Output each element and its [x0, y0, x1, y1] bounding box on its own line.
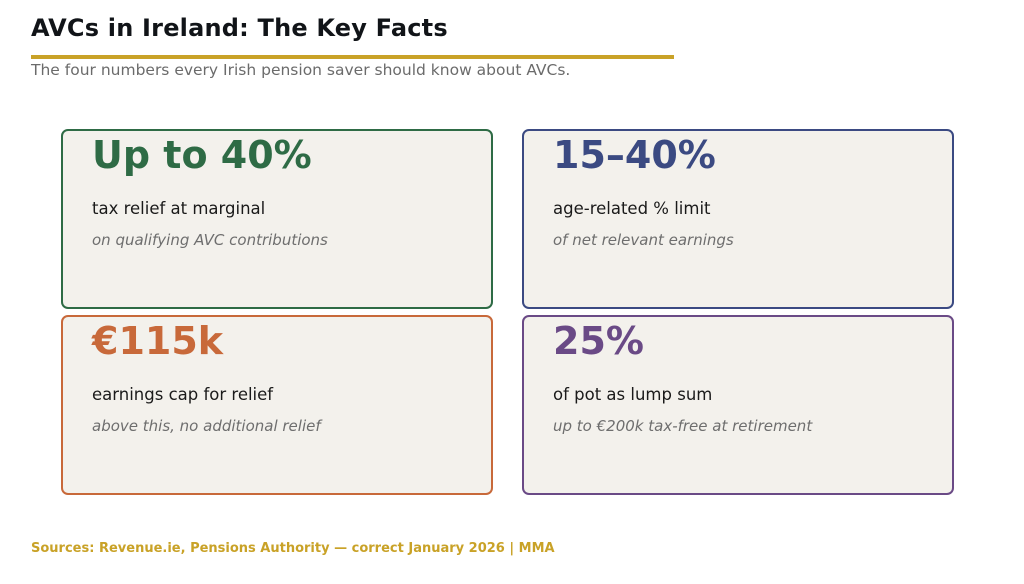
card-stat: Up to 40% — [92, 133, 312, 177]
page-title: AVCs in Ireland: The Key Facts — [31, 14, 448, 42]
card-stat: 15–40% — [553, 133, 716, 177]
card-note: on qualifying AVC contributions — [92, 231, 328, 249]
card-note: of net relevant earnings — [553, 231, 734, 249]
card-tax-relief: Up to 40% tax relief at marginal on qual… — [61, 129, 493, 309]
card-note: up to €200k tax-free at retirement — [553, 417, 813, 435]
card-stat: €115k — [92, 319, 224, 363]
card-label: age-related % limit — [553, 199, 711, 218]
card-age-limit: 15–40% age-related % limit of net releva… — [522, 129, 954, 309]
card-label: tax relief at marginal — [92, 199, 266, 218]
page-subtitle: The four numbers every Irish pension sav… — [31, 61, 571, 79]
title-underline — [31, 55, 674, 59]
card-earnings-cap: €115k earnings cap for relief above this… — [61, 315, 493, 495]
card-lump-sum: 25% of pot as lump sum up to €200k tax-f… — [522, 315, 954, 495]
card-stat: 25% — [553, 319, 644, 363]
sources-footer: Sources: Revenue.ie, Pensions Authority … — [31, 541, 555, 556]
card-note: above this, no additional relief — [92, 417, 321, 435]
card-label: earnings cap for relief — [92, 385, 274, 404]
card-label: of pot as lump sum — [553, 385, 713, 404]
